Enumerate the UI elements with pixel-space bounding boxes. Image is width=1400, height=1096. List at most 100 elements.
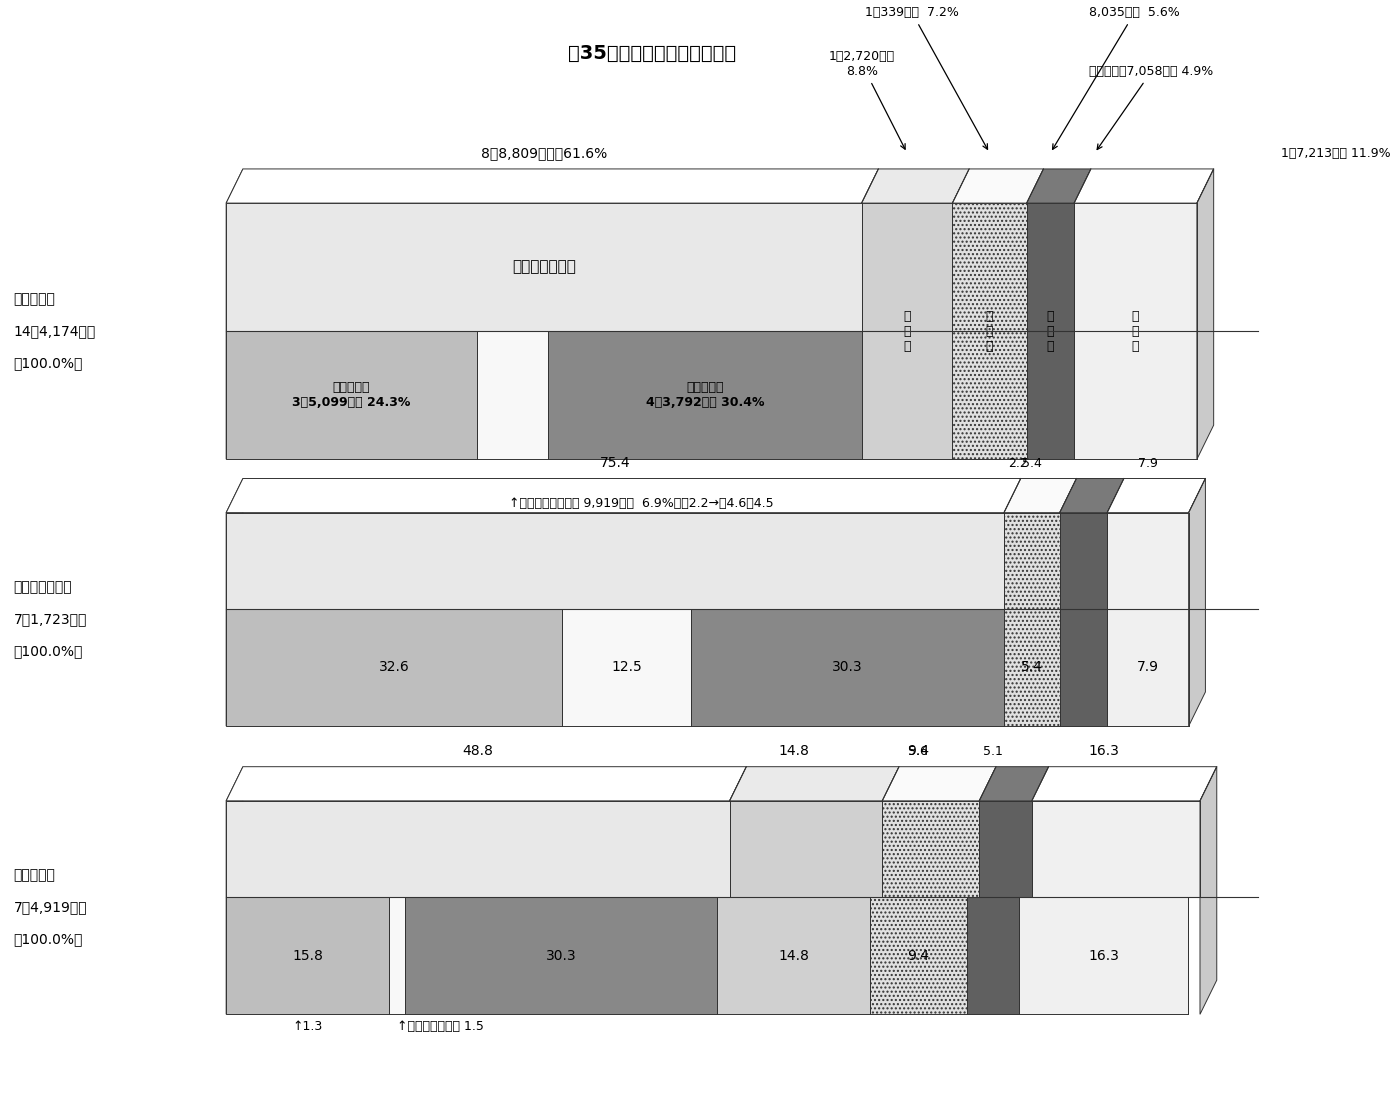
Text: 14.8: 14.8 (778, 744, 809, 758)
Polygon shape (1004, 479, 1077, 513)
Polygon shape (882, 767, 995, 801)
Text: 補助事業費
3兆5,099億円 24.3%: 補助事業費 3兆5,099億円 24.3% (293, 381, 410, 409)
Polygon shape (692, 608, 1004, 727)
Text: 5.4: 5.4 (1021, 661, 1043, 674)
Text: 2.2: 2.2 (1008, 457, 1028, 470)
Polygon shape (1026, 331, 1074, 459)
Text: 30.3: 30.3 (546, 949, 577, 962)
Text: 5.6: 5.6 (909, 745, 928, 758)
Text: 第35図　土木費の性質別内訳: 第35図 土木費の性質別内訳 (567, 44, 736, 64)
Polygon shape (1189, 479, 1205, 727)
Polygon shape (1026, 169, 1091, 203)
Text: 人
件
費: 人 件 費 (986, 310, 993, 353)
Text: 16.3: 16.3 (1088, 744, 1119, 758)
Polygon shape (227, 801, 729, 897)
Polygon shape (563, 608, 692, 727)
Polygon shape (227, 169, 878, 203)
Polygon shape (861, 331, 952, 459)
Text: 9.4: 9.4 (907, 949, 930, 962)
Text: 1兆7,213億円 11.9%: 1兆7,213億円 11.9% (1281, 147, 1390, 160)
Text: （100.0%）: （100.0%） (14, 933, 83, 947)
Text: （100.0%）: （100.0%） (14, 644, 83, 659)
Text: 75.4: 75.4 (599, 456, 630, 470)
Polygon shape (227, 608, 563, 727)
Polygon shape (547, 331, 861, 459)
Text: 16.3: 16.3 (1088, 949, 1119, 962)
Text: 32.6: 32.6 (379, 661, 410, 674)
Polygon shape (1060, 513, 1107, 608)
Polygon shape (952, 169, 1043, 203)
Polygon shape (1074, 169, 1214, 203)
Text: 9.4: 9.4 (907, 744, 930, 758)
Polygon shape (952, 203, 1026, 331)
Polygon shape (227, 331, 477, 459)
Text: 12.5: 12.5 (612, 661, 643, 674)
Polygon shape (729, 801, 882, 897)
Polygon shape (729, 767, 899, 801)
Text: 1兆2,720億円
8.8%: 1兆2,720億円 8.8% (829, 50, 906, 149)
Polygon shape (227, 513, 1004, 608)
Text: 5.4: 5.4 (1022, 457, 1042, 470)
Polygon shape (1107, 608, 1189, 727)
Text: 純　　　計: 純 計 (14, 293, 55, 306)
Polygon shape (405, 897, 717, 1014)
Text: 48.8: 48.8 (462, 744, 493, 758)
Polygon shape (1200, 767, 1217, 1014)
Text: 8,035億円  5.6%: 8,035億円 5.6% (1053, 7, 1180, 149)
Polygon shape (717, 897, 869, 1014)
Text: 7.9: 7.9 (1137, 661, 1159, 674)
Text: 繰
出
金: 繰 出 金 (903, 310, 911, 353)
Text: 7兆1,723億円: 7兆1,723億円 (14, 613, 87, 627)
Text: 市　町　村: 市 町 村 (14, 868, 55, 882)
Polygon shape (1060, 608, 1107, 727)
Polygon shape (389, 897, 405, 1014)
Text: 都　道　府　県: 都 道 府 県 (14, 581, 71, 594)
Polygon shape (227, 479, 244, 727)
Polygon shape (227, 767, 244, 1014)
Polygon shape (952, 331, 1026, 459)
Polygon shape (1004, 608, 1060, 727)
Polygon shape (861, 169, 969, 203)
Polygon shape (882, 801, 979, 897)
Text: 維持補修費7,058億円 4.9%: 維持補修費7,058億円 4.9% (1089, 65, 1214, 149)
Text: ↑国直轄事業負担金 9,919億円  6.9%　　2.2→　4.6　4.5: ↑国直轄事業負担金 9,919億円 6.9% 2.2→ 4.6 4.5 (510, 496, 774, 510)
Polygon shape (869, 897, 967, 1014)
Text: 5.1: 5.1 (983, 745, 1002, 758)
Polygon shape (861, 203, 952, 331)
Polygon shape (967, 897, 1019, 1014)
Text: 単独事業費
4兆3,792億円 30.4%: 単独事業費 4兆3,792億円 30.4% (645, 381, 764, 409)
Polygon shape (979, 801, 1032, 897)
Polygon shape (477, 331, 547, 459)
Text: ↑県営事業負担金 1.5: ↑県営事業負担金 1.5 (396, 1019, 484, 1032)
Polygon shape (1004, 513, 1060, 608)
Polygon shape (1032, 801, 1200, 897)
Polygon shape (227, 203, 861, 331)
Text: 30.3: 30.3 (833, 661, 862, 674)
Polygon shape (1107, 513, 1189, 608)
Text: 普通建設事業費: 普通建設事業費 (512, 260, 575, 275)
Text: ↑1.3: ↑1.3 (293, 1019, 323, 1032)
Polygon shape (1060, 479, 1124, 513)
Text: 1兆339億円  7.2%: 1兆339億円 7.2% (865, 7, 987, 149)
Polygon shape (1074, 203, 1197, 331)
Polygon shape (1032, 767, 1217, 801)
Polygon shape (979, 767, 1049, 801)
Text: 14.8: 14.8 (778, 949, 809, 962)
Text: 7.9: 7.9 (1138, 457, 1158, 470)
Text: 15.8: 15.8 (293, 949, 323, 962)
Text: 貸
付
金: 貸 付 金 (1047, 310, 1054, 353)
Polygon shape (227, 767, 746, 801)
Text: 14兆4,174億円: 14兆4,174億円 (14, 324, 95, 339)
Polygon shape (1026, 203, 1074, 331)
Polygon shape (1107, 479, 1205, 513)
Polygon shape (227, 169, 244, 459)
Polygon shape (1019, 897, 1187, 1014)
Polygon shape (227, 479, 1021, 513)
Text: そ
の
他: そ の 他 (1131, 310, 1140, 353)
Polygon shape (1197, 169, 1214, 459)
Text: 8兆8,809億円　61.6%: 8兆8,809億円 61.6% (480, 147, 608, 160)
Text: （100.0%）: （100.0%） (14, 356, 83, 370)
Text: 7兆4,919億円: 7兆4,919億円 (14, 901, 87, 914)
Polygon shape (1074, 331, 1197, 459)
Polygon shape (227, 897, 389, 1014)
